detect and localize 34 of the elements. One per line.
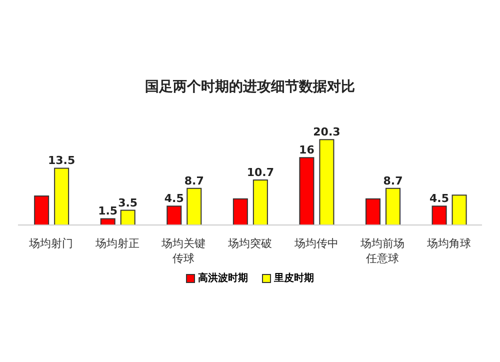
- bar: [319, 139, 334, 225]
- x-tick-label: 场均关键传球: [160, 237, 206, 265]
- x-tick-label: 场均射正: [94, 237, 140, 250]
- bar: [386, 188, 400, 225]
- bar: [252, 179, 268, 225]
- x-tick-label: 场均传中: [293, 237, 338, 250]
- bar: [452, 194, 467, 225]
- data-label: 3.5: [118, 196, 138, 210]
- bar: [299, 157, 314, 225]
- data-label: 1.5: [98, 204, 118, 218]
- legend-label: 高洪波时期: [197, 271, 248, 285]
- bar: [34, 195, 50, 225]
- x-tick-label: 场均射门: [28, 237, 74, 250]
- bar: [432, 206, 447, 225]
- bar: [100, 218, 116, 225]
- data-label: 16: [299, 144, 315, 157]
- data-label: 10.7: [246, 166, 274, 179]
- chart-title: 国足两个时期的进攻细节数据对比: [144, 78, 356, 97]
- data-label: 20.3: [313, 126, 340, 139]
- data-label: 4.5: [164, 192, 184, 206]
- x-tick-label: 场均角球: [426, 237, 471, 250]
- bar: [54, 168, 70, 225]
- bar: [232, 198, 248, 225]
- data-label: 13.5: [48, 154, 76, 168]
- bar: [366, 198, 380, 225]
- legend-label: 里皮时期: [273, 272, 314, 285]
- data-label: 8.7: [383, 174, 403, 188]
- x-tick-label: 场均突破: [227, 237, 272, 250]
- data-label: 4.5: [430, 192, 450, 206]
- bar: [186, 188, 202, 225]
- bar: [166, 206, 182, 225]
- x-tick-label: 场均前场任意球: [360, 237, 405, 265]
- data-label: 8.7: [184, 174, 204, 188]
- bar: [120, 210, 136, 225]
